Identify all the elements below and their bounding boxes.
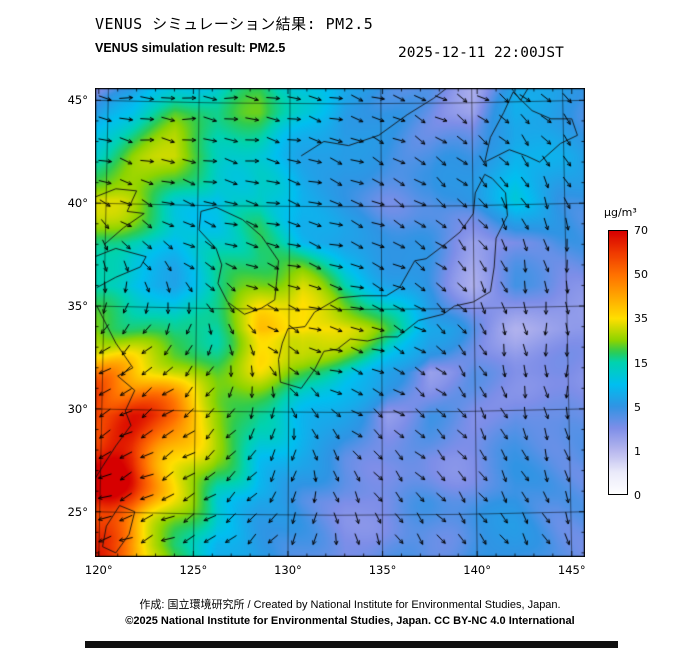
page-title-japanese: VENUS シミュレーション結果: PM2.5 [95, 15, 374, 33]
colorbar-tick-label: 50 [634, 268, 648, 282]
credit-line: 作成: 国立環境研究所 / Created by National Instit… [139, 599, 561, 611]
colorbar-tick-label: 1 [634, 444, 641, 458]
license-line: ©2025 National Institute for Environment… [125, 615, 575, 627]
page-title-english: VENUS simulation result: PM2.5 [95, 41, 286, 55]
forecast-timestamp: 2025-12-11 22:00JST [398, 45, 564, 61]
colorbar [608, 230, 628, 495]
colorbar-unit-label: µg/m³ [604, 206, 637, 219]
colorbar-tick-label: 15 [634, 356, 648, 370]
lon-tick-label: 135° [368, 563, 397, 577]
lat-tick-label: 30° [67, 401, 88, 416]
lat-tick-label: 45° [67, 93, 88, 108]
lon-tick-label: 140° [463, 563, 491, 577]
colorbar-tick-label: 70 [634, 224, 648, 237]
colorbar-tick-label: 5 [634, 400, 641, 414]
map-container [95, 88, 585, 557]
lat-tick-label: 35° [67, 299, 88, 314]
colorbar-tick-label: 0 [634, 489, 641, 502]
lon-tick-label: 130° [274, 563, 302, 577]
lat-tick-label: 25° [67, 504, 88, 519]
pm25-concentration-map-canvas [95, 88, 585, 557]
colorbar-tick-label: 35 [634, 312, 648, 326]
bottom-bar [85, 641, 618, 648]
lon-tick-label: 125° [179, 563, 208, 577]
lon-tick-label: 145° [557, 563, 586, 577]
lat-tick-label: 40° [67, 196, 88, 211]
lon-tick-label: 120° [84, 563, 113, 577]
